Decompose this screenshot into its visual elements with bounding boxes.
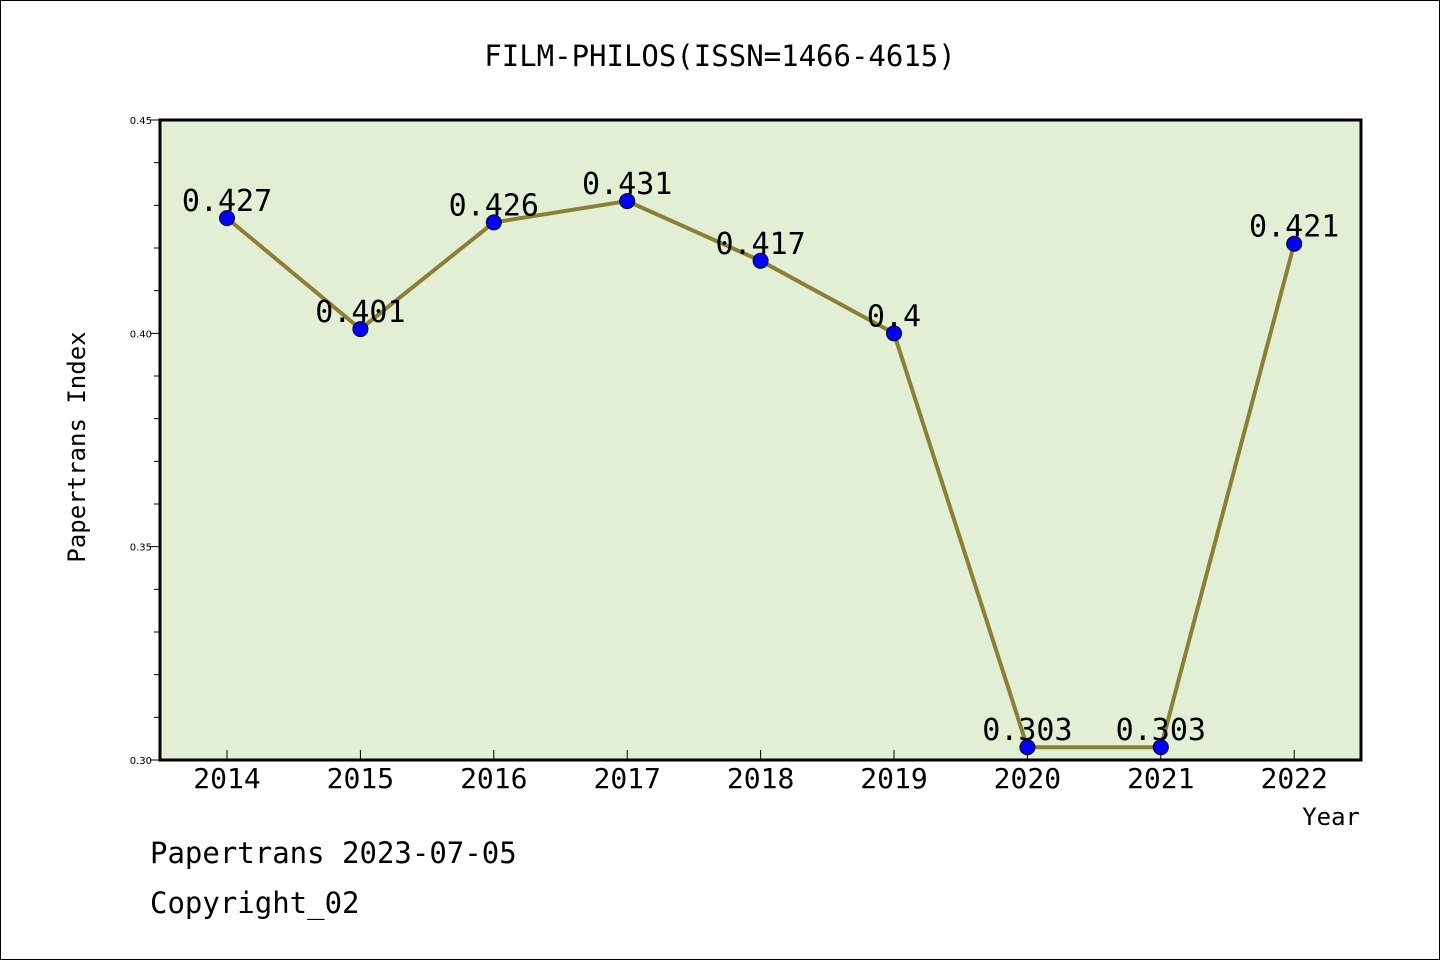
data-point (1019, 739, 1036, 756)
data-point (1286, 235, 1303, 252)
data-label: 0.426 (449, 188, 539, 223)
y-axis-ticks: 0.30 0.35 0.40 0.45 (130, 116, 160, 767)
data-label: 0.431 (582, 167, 672, 202)
x-tick-label: 2016 (460, 762, 527, 795)
x-tick-label: 2018 (727, 762, 794, 795)
data-label: 0.417 (715, 227, 805, 262)
x-tick-label: 2014 (193, 762, 260, 795)
data-point (1152, 739, 1169, 756)
x-tick-label: 2015 (327, 762, 394, 795)
plot-area (158, 118, 1363, 762)
x-axis-ticks: 2014 2015 2016 2017 2018 2019 2020 2021 2022 (193, 750, 1328, 795)
y-tick-label: 0.35 (130, 543, 152, 554)
data-label: 0.427 (182, 184, 272, 219)
source-date-text: Papertrans 2023-07-05 (150, 836, 517, 870)
data-point (886, 325, 902, 342)
data-point (619, 193, 636, 210)
y-tick-label: 0.30 (130, 756, 152, 767)
data-label: 0.421 (1249, 210, 1339, 245)
data-labels: 0.427 0.401 0.426 0.431 0.417 0.4 0.303 0.303 0.… (182, 167, 1340, 748)
copyright-text: Copyright_02 (150, 886, 360, 920)
data-label: 0.303 (982, 713, 1072, 748)
data-label: 0.303 (1116, 713, 1206, 748)
x-tick-label: 2022 (1260, 762, 1327, 795)
y-axis-label: Papertrans Index (63, 331, 91, 562)
data-point (752, 252, 769, 269)
data-markers (219, 193, 1303, 756)
y-tick-label: 0.45 (130, 116, 152, 127)
data-point (352, 321, 369, 338)
x-tick-label: 2020 (994, 762, 1061, 795)
data-label: 0.4 (867, 299, 921, 334)
x-axis-label: Year (1302, 803, 1360, 831)
data-label: 0.401 (315, 295, 405, 330)
x-tick-label: 2019 (860, 762, 927, 795)
data-point (485, 214, 502, 231)
y-tick-label: 0.40 (130, 329, 152, 340)
data-point (219, 210, 235, 227)
x-tick-label: 2017 (593, 762, 660, 795)
x-tick-label: 2021 (1127, 762, 1194, 795)
chart-title: FILM-PHILOS(ISSN=1466-4615) (484, 39, 955, 73)
